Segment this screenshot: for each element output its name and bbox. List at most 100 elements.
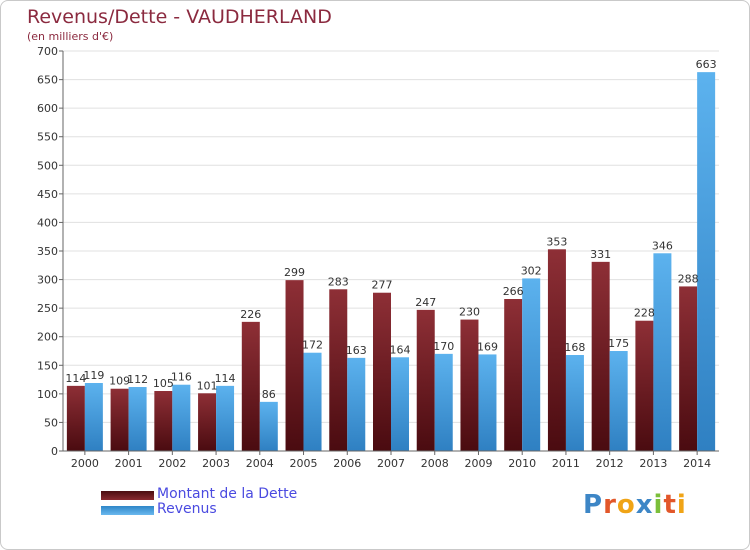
logo-letter: x: [635, 490, 654, 520]
bar-dette-2011: [547, 249, 566, 451]
bar-revenus-2012: [609, 351, 628, 451]
logo-letter: P: [583, 490, 604, 520]
data-label-revenus-2008: 170: [433, 340, 454, 353]
logo-letter: i: [676, 490, 687, 520]
y-tick-label: 0: [51, 445, 58, 458]
y-tick-label: 400: [37, 216, 58, 229]
bar-dette-2000: [66, 385, 85, 451]
data-label-dette-2014: 288: [678, 272, 699, 285]
x-tick-label-2007: 2007: [377, 457, 405, 470]
x-tick-label-2006: 2006: [333, 457, 361, 470]
data-label-revenus-2007: 164: [390, 343, 411, 356]
bar-revenus-2001: [128, 387, 147, 451]
data-label-dette-2005: 299: [284, 266, 305, 279]
data-label-revenus-2004: 86: [262, 388, 276, 401]
x-tick-label-2003: 2003: [202, 457, 230, 470]
bar-dette-2010: [504, 299, 523, 451]
bar-dette-2007: [373, 292, 391, 451]
data-label-dette-2001: 109: [109, 375, 130, 388]
y-tick-label: 100: [37, 388, 58, 401]
bar-revenus-2006: [347, 357, 366, 451]
data-label-dette-2008: 247: [415, 296, 436, 309]
data-label-revenus-2013: 346: [652, 239, 673, 252]
x-tick-label-2013: 2013: [639, 457, 667, 470]
axes: 0 50 100 150 200 250 300 350 400 450 500 550 600 650 7…: [37, 45, 719, 470]
y-tick-label: 650: [37, 74, 58, 87]
bar-revenus-2000: [84, 383, 103, 451]
y-tick-label: 550: [37, 131, 58, 144]
legend-label-revenus: Revenus: [157, 501, 217, 517]
y-tick-label: 500: [37, 159, 58, 172]
data-label-dette-2009: 230: [459, 306, 480, 319]
chart-subtitle: (en milliers d'€): [27, 30, 114, 43]
data-label-dette-2002: 105: [153, 377, 174, 390]
y-tick-label: 200: [37, 331, 58, 344]
bar-dette-2009: [460, 319, 479, 451]
chart-title: Revenus/Dette - VAUDHERLAND: [27, 6, 332, 28]
logo-letter: r: [603, 490, 617, 520]
x-tick-label-2014: 2014: [683, 457, 711, 470]
data-label-revenus-2011: 168: [564, 341, 585, 354]
x-tick-label-2000: 2000: [71, 457, 99, 470]
bar-dette-2001: [110, 388, 129, 451]
x-tick-label-2012: 2012: [596, 457, 624, 470]
data-label-revenus-2012: 175: [608, 337, 629, 350]
y-tick-label: 450: [37, 188, 58, 201]
bar-revenus-2002: [172, 384, 191, 451]
y-tick-label: 700: [37, 45, 58, 58]
legend-label-dette: Montant de la Dette: [157, 486, 298, 502]
bar-dette-2002: [154, 391, 173, 451]
bar-revenus-2011: [565, 355, 584, 451]
bar-revenus-2008: [434, 353, 453, 451]
data-label-dette-2003: 101: [197, 379, 218, 392]
bar-dette-2008: [416, 309, 435, 451]
bar-revenus-2014: [697, 72, 716, 452]
y-tick-label: 150: [37, 359, 58, 372]
bars: [66, 72, 716, 452]
bar-dette-2006: [329, 289, 348, 451]
bar-dette-2005: [285, 280, 304, 451]
bar-dette-2014: [679, 286, 698, 451]
proxiti-logo: Proxiti: [583, 490, 687, 520]
y-tick-label: 250: [37, 302, 58, 315]
data-label-revenus-2009: 169: [477, 340, 498, 353]
data-label-revenus-2005: 172: [302, 339, 323, 352]
data-label-revenus-2003: 114: [215, 372, 236, 385]
data-label-dette-2011: 353: [546, 235, 567, 248]
data-label-revenus-2002: 116: [171, 371, 192, 384]
x-tick-label-2005: 2005: [290, 457, 318, 470]
bar-revenus-2007: [391, 357, 409, 451]
legend-swatch-revenus: [101, 506, 154, 515]
bar-revenus-2009: [478, 354, 497, 451]
logo-letter: o: [616, 490, 636, 520]
x-tick-label-2004: 2004: [246, 457, 274, 470]
logo-letter: t: [663, 490, 677, 520]
bar-revenus-2005: [303, 352, 322, 451]
x-tick-label-2001: 2001: [115, 457, 143, 470]
bar-dette-2013: [635, 320, 654, 451]
data-label-dette-2010: 266: [503, 285, 524, 298]
bar-dette-2012: [591, 261, 610, 451]
data-label-revenus-2010: 302: [521, 264, 542, 277]
bar-revenus-2010: [522, 278, 541, 451]
y-tick-label: 50: [44, 416, 58, 429]
data-label-dette-2004: 226: [240, 308, 261, 321]
x-tick-label-2002: 2002: [158, 457, 186, 470]
y-tick-label: 350: [37, 245, 58, 258]
data-label-revenus-2006: 163: [346, 344, 367, 357]
bar-dette-2004: [241, 321, 260, 451]
x-tick-label-2008: 2008: [421, 457, 449, 470]
data-label-revenus-2014: 663: [696, 58, 717, 71]
x-tick-label-2009: 2009: [464, 457, 492, 470]
data-label-revenus-2001: 112: [127, 373, 148, 386]
logo-letter: i: [653, 490, 664, 520]
data-label-dette-2007: 277: [372, 279, 393, 292]
x-tick-label-2011: 2011: [552, 457, 580, 470]
data-label-dette-2006: 283: [328, 275, 349, 288]
x-tick-label-2010: 2010: [508, 457, 536, 470]
y-tick-label: 600: [37, 102, 58, 115]
y-tick-label: 300: [37, 274, 58, 287]
